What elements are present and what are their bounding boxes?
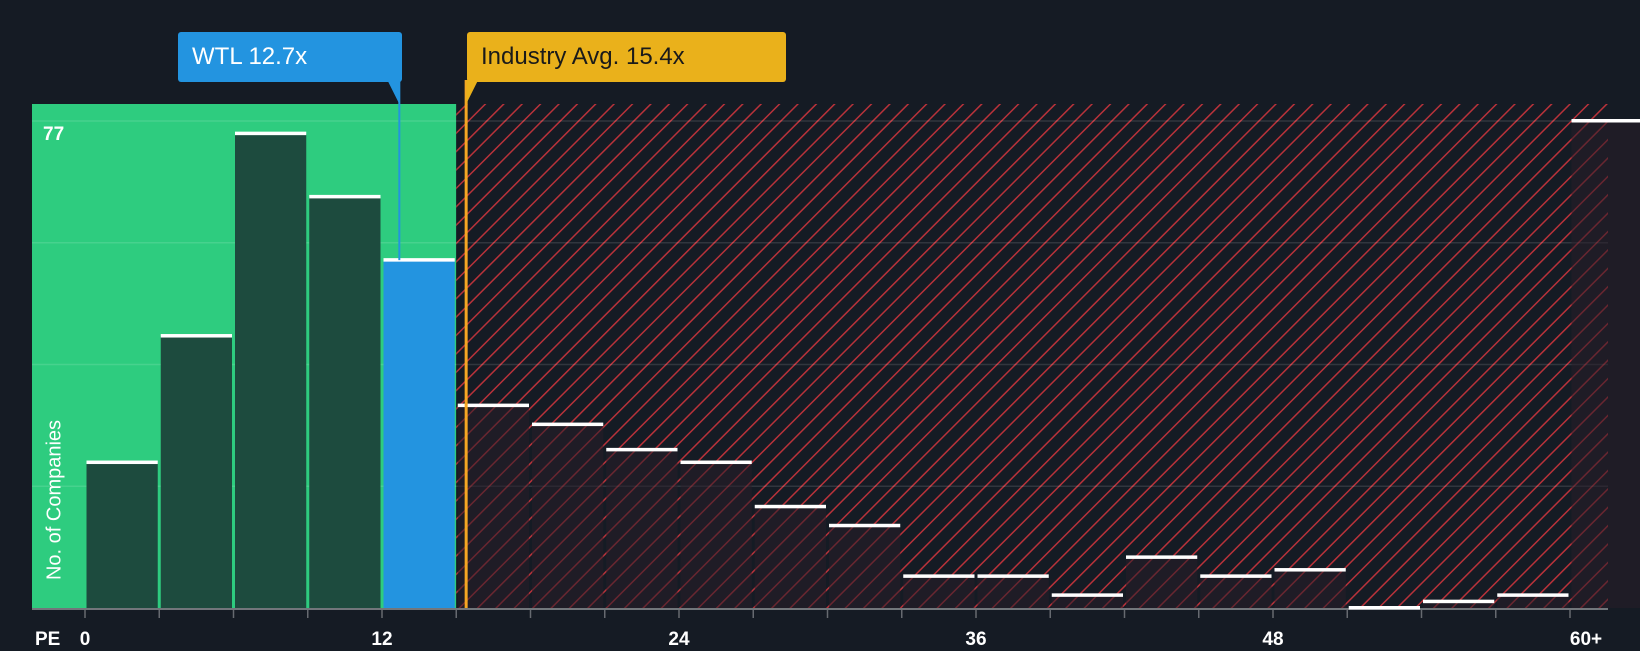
- bar-15-18: [458, 406, 529, 608]
- bar-cap-39-42: [1052, 593, 1123, 597]
- bar-45-48: [1200, 576, 1271, 608]
- x-tick-label-0: 0: [80, 629, 91, 651]
- bar-cap-0-3: [87, 461, 158, 465]
- x-tick-label-48: 48: [1262, 629, 1283, 651]
- bar-cap-57-60: [1497, 593, 1568, 597]
- bar-cap-6-9: [235, 132, 306, 136]
- bar-cap-48-51: [1275, 568, 1346, 572]
- bar-cap-42-45: [1126, 555, 1197, 559]
- company-callout-pointer: [387, 80, 399, 104]
- x-tick-label-60+: 60+: [1570, 629, 1602, 651]
- bar-cap-15-18: [458, 404, 529, 408]
- x-tick-label-12: 12: [371, 629, 392, 651]
- bar-48-51: [1275, 570, 1346, 608]
- bar-60-63: [1572, 121, 1640, 608]
- x-axis-title: PE: [35, 629, 60, 651]
- bar-cap-3-6: [161, 334, 232, 338]
- y-axis-title: No. of Companies: [44, 420, 67, 580]
- bar-12-15: [384, 260, 455, 608]
- bar-cap-60-63: [1572, 119, 1640, 123]
- bar-27-30: [755, 507, 826, 608]
- industry-callout-pointer: [466, 80, 478, 104]
- bar-24-27: [681, 463, 752, 608]
- bar-3-6: [161, 336, 232, 608]
- bar-cap-45-48: [1200, 574, 1271, 578]
- bar-0-3: [87, 463, 158, 608]
- bar-33-36: [903, 576, 974, 608]
- bar-cap-54-57: [1423, 600, 1494, 604]
- x-tick-label-24: 24: [668, 629, 689, 651]
- bar-cap-18-21: [532, 423, 603, 427]
- bar-cap-27-30: [755, 505, 826, 509]
- bar-cap-33-36: [903, 574, 974, 578]
- bar-57-60: [1497, 595, 1568, 608]
- y-axis-max-label: 77: [43, 124, 64, 146]
- bar-42-45: [1126, 557, 1197, 608]
- bar-21-24: [606, 450, 677, 608]
- bar-cap-9-12: [309, 195, 380, 199]
- bar-cap-21-24: [606, 448, 677, 452]
- bar-18-21: [532, 425, 603, 608]
- bar-30-33: [829, 526, 900, 608]
- industry-avg-callout: Industry Avg. 15.4x: [467, 32, 786, 82]
- bar-cap-36-39: [978, 574, 1049, 578]
- x-tick-label-36: 36: [965, 629, 986, 651]
- company-pe-callout: WTL 12.7x: [178, 32, 402, 82]
- bar-6-9: [235, 134, 306, 608]
- bar-cap-24-27: [681, 461, 752, 465]
- bar-cap-30-33: [829, 524, 900, 528]
- bar-36-39: [978, 576, 1049, 608]
- bar-cap-12-15: [384, 258, 455, 262]
- bar-39-42: [1052, 595, 1123, 608]
- bar-9-12: [309, 197, 380, 608]
